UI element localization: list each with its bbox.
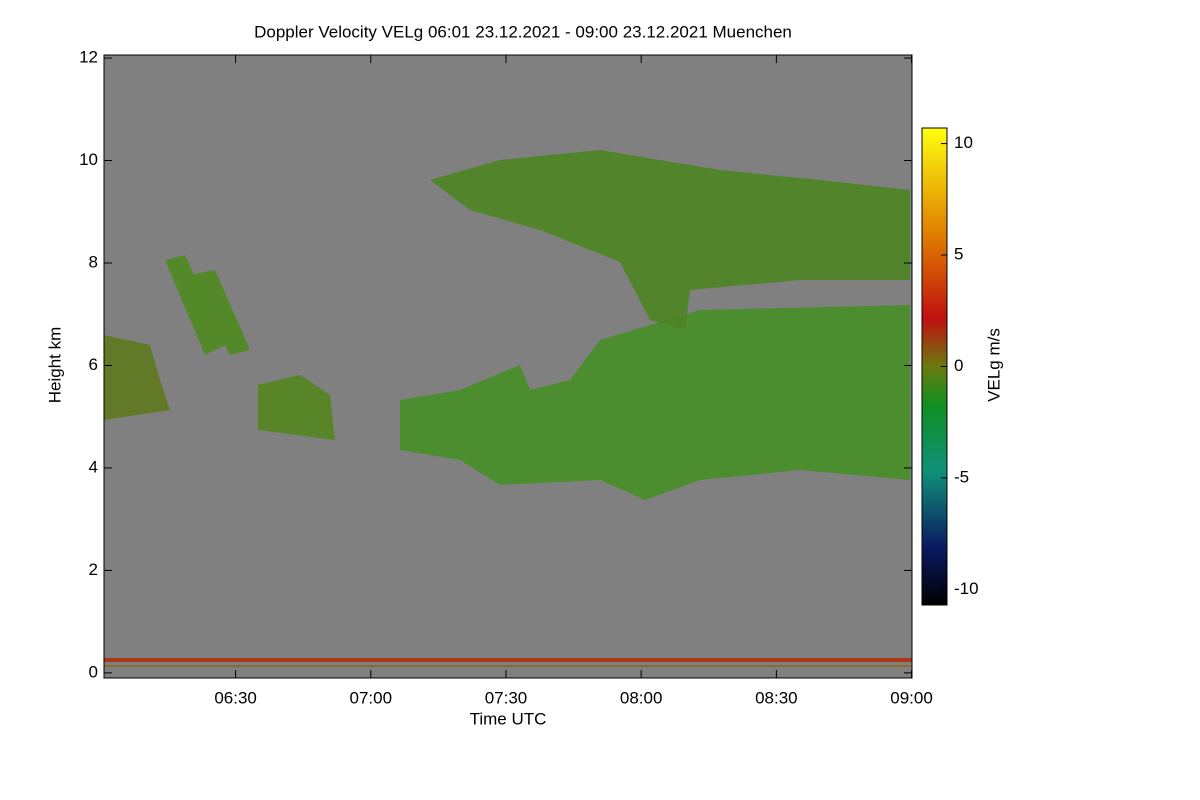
x-tick-label: 07:00 [350, 688, 393, 707]
colorbar-tick-label: -10 [954, 579, 979, 598]
colorbar-tick-label: 0 [954, 356, 963, 375]
x-tick-label: 09:00 [890, 688, 933, 707]
x-axis-label: Time UTC [470, 709, 547, 728]
colorbar-tick-label: 5 [954, 245, 963, 264]
y-tick-label: 6 [89, 355, 98, 374]
y-tick-label: 12 [79, 48, 98, 67]
y-tick-label: 2 [89, 560, 98, 579]
y-tick-label: 10 [79, 150, 98, 169]
x-tick-label: 08:00 [620, 688, 663, 707]
y-tick-label: 4 [89, 457, 98, 476]
colorbar-label: VELg m/s [984, 328, 1003, 402]
y-tick-label: 8 [89, 252, 98, 271]
y-axis-label: Height km [45, 327, 64, 404]
x-tick-label: 06:30 [214, 688, 257, 707]
echo-regions [104, 150, 912, 667]
y-tick-label: 0 [89, 662, 98, 681]
x-tick-label: 07:30 [485, 688, 528, 707]
colorbar-tick-label: -5 [954, 467, 969, 486]
chart-title: Doppler Velocity VELg 06:01 23.12.2021 -… [254, 22, 792, 41]
plot-frame [103, 54, 913, 679]
colorbar-tick-label: 10 [954, 133, 973, 152]
x-tick-label: 08:30 [755, 688, 798, 707]
